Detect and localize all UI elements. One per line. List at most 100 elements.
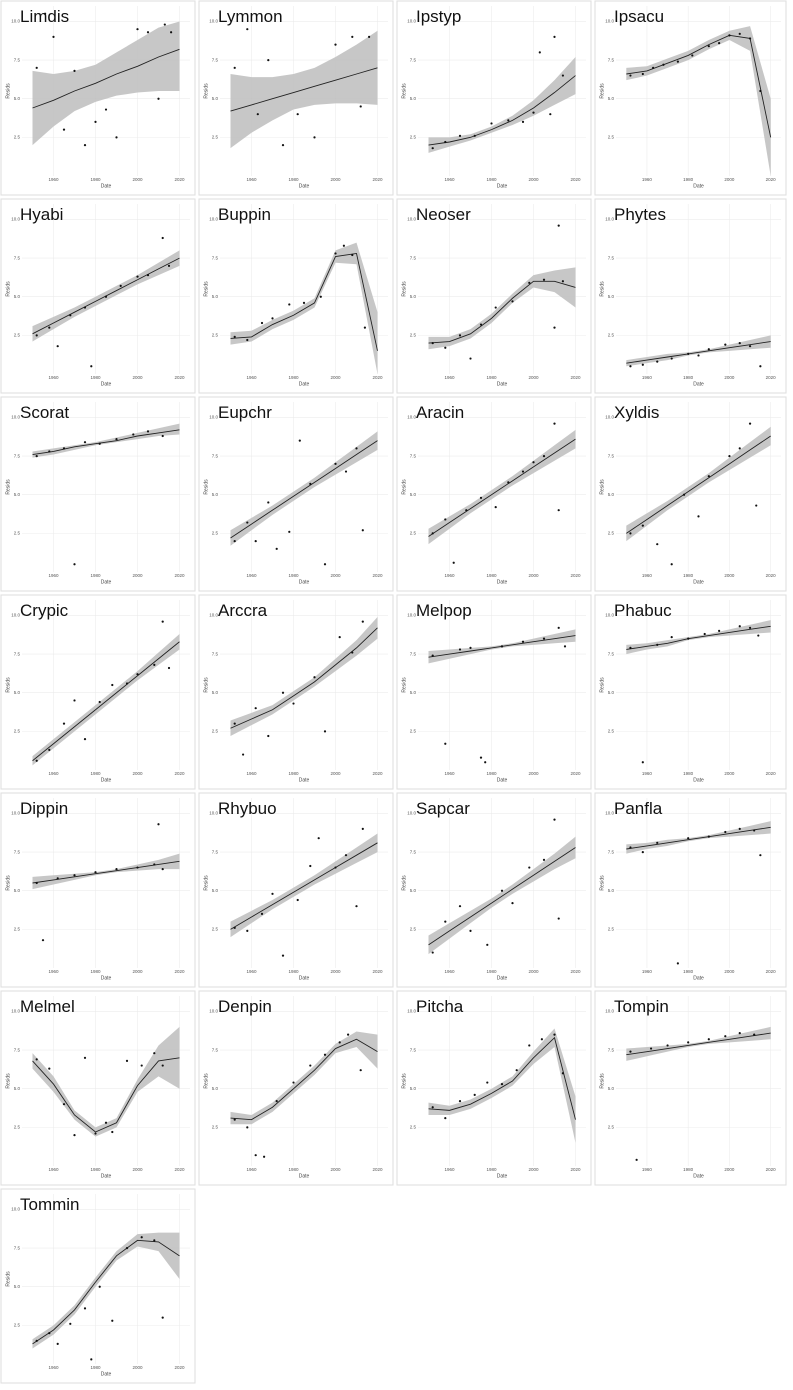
data-point [368, 35, 371, 39]
data-point [748, 345, 752, 348]
y-tick-label: 2.5 [410, 333, 417, 338]
x-axis-label: Date [497, 975, 508, 981]
panel-title: Xyldis [614, 403, 659, 422]
confidence-band [230, 242, 378, 374]
data-point [724, 343, 727, 346]
y-tick-label: 5.0 [608, 888, 615, 893]
data-point [738, 1031, 741, 1035]
y-axis-label: Resids [599, 281, 605, 297]
x-tick-label: 1960 [246, 177, 257, 182]
fit-line [230, 842, 378, 930]
y-tick-label: 10.0 [209, 217, 218, 222]
x-tick-label: 1980 [288, 375, 299, 380]
data-point [323, 563, 327, 566]
y-tick-label: 2.5 [608, 333, 615, 338]
data-point [641, 524, 644, 527]
confidence-band [230, 431, 378, 546]
data-point [281, 143, 285, 147]
data-point [35, 881, 38, 885]
x-tick-label: 2000 [132, 969, 143, 974]
data-point [48, 1067, 51, 1070]
data-point [361, 620, 364, 623]
x-tick-label: 1980 [683, 969, 694, 974]
y-tick-label: 7.5 [410, 849, 417, 854]
data-point [98, 700, 101, 704]
data-point [62, 128, 66, 131]
data-point [263, 1155, 266, 1158]
x-tick-label: 1980 [486, 771, 497, 776]
data-point [649, 1047, 653, 1050]
y-tick-label: 2.5 [410, 1125, 417, 1130]
data-point [718, 629, 721, 633]
data-point [48, 748, 51, 752]
fit-line [626, 341, 771, 364]
data-point [233, 335, 236, 339]
data-point [233, 66, 236, 69]
data-point [41, 939, 45, 942]
x-axis-label: Date [299, 579, 310, 585]
confidence-band [32, 1232, 180, 1349]
data-point [553, 818, 556, 821]
data-point [161, 620, 164, 623]
data-point [479, 496, 483, 499]
x-tick-label: 2000 [132, 1365, 143, 1370]
plot-area [230, 431, 378, 566]
data-point [161, 434, 164, 438]
x-tick-label: 2000 [330, 771, 341, 776]
data-point [62, 447, 66, 450]
y-axis-label: Resids [203, 479, 209, 495]
data-point [458, 648, 462, 651]
data-point [246, 28, 249, 31]
data-point [115, 867, 118, 871]
data-point [298, 439, 301, 442]
x-tick-label: 1960 [642, 177, 653, 182]
x-tick-label: 1960 [48, 1167, 59, 1172]
x-tick-label: 1960 [246, 375, 257, 380]
x-tick-label: 2000 [528, 177, 539, 182]
data-point [444, 346, 447, 349]
fit-line [230, 440, 378, 539]
x-tick-label: 2020 [174, 1167, 185, 1172]
data-point [361, 529, 364, 532]
x-tick-label: 2020 [766, 177, 777, 182]
data-point [355, 447, 358, 450]
confidence-band [32, 853, 180, 890]
x-axis-label: Date [101, 777, 112, 783]
data-point [35, 1058, 38, 1061]
y-axis-label: Resids [401, 677, 407, 693]
x-tick-label: 1960 [246, 573, 257, 578]
panel-title: Hyabi [20, 205, 63, 224]
data-point [444, 920, 447, 923]
panel-title: Melpop [416, 601, 472, 620]
x-tick-label: 2000 [132, 771, 143, 776]
panel-frame [0, 396, 196, 592]
panel-frame [396, 792, 592, 988]
x-tick-label: 1960 [48, 1365, 59, 1370]
panel: 2.5 5.0 7.5 10.0 1960 1980 2000 2020 Date Resids S… [396, 792, 592, 988]
x-tick-label: 2000 [132, 573, 143, 578]
x-axis-label: Date [497, 381, 508, 387]
y-tick-label: 10.0 [11, 613, 20, 618]
data-point [323, 730, 327, 733]
data-point [540, 1038, 543, 1041]
panel-title: Dippin [20, 799, 68, 818]
data-point [542, 637, 546, 640]
panel-frame [396, 594, 592, 790]
data-point [629, 365, 632, 368]
fit-line [32, 641, 180, 762]
y-tick-label: 10.0 [407, 613, 416, 618]
y-tick-label: 7.5 [212, 1047, 219, 1052]
data-point [256, 113, 259, 116]
y-tick-label: 2.5 [14, 135, 21, 140]
x-tick-label: 2020 [174, 1365, 185, 1370]
panel: 2.5 5.0 7.5 10.0 1960 1980 2000 2020 Date Resids I… [594, 0, 787, 196]
panel: 2.5 5.0 7.5 10.0 1960 1980 2000 2020 Date Resids E… [198, 396, 394, 592]
y-axis-label: Resids [599, 1073, 605, 1089]
data-point [267, 734, 270, 738]
y-tick-label: 5.0 [410, 690, 417, 695]
panel-title: Ipsacu [614, 7, 664, 26]
panel-title: Tommin [20, 1195, 80, 1214]
data-point [334, 866, 337, 869]
x-tick-label: 2000 [724, 771, 735, 776]
confidence-band [32, 1026, 180, 1137]
